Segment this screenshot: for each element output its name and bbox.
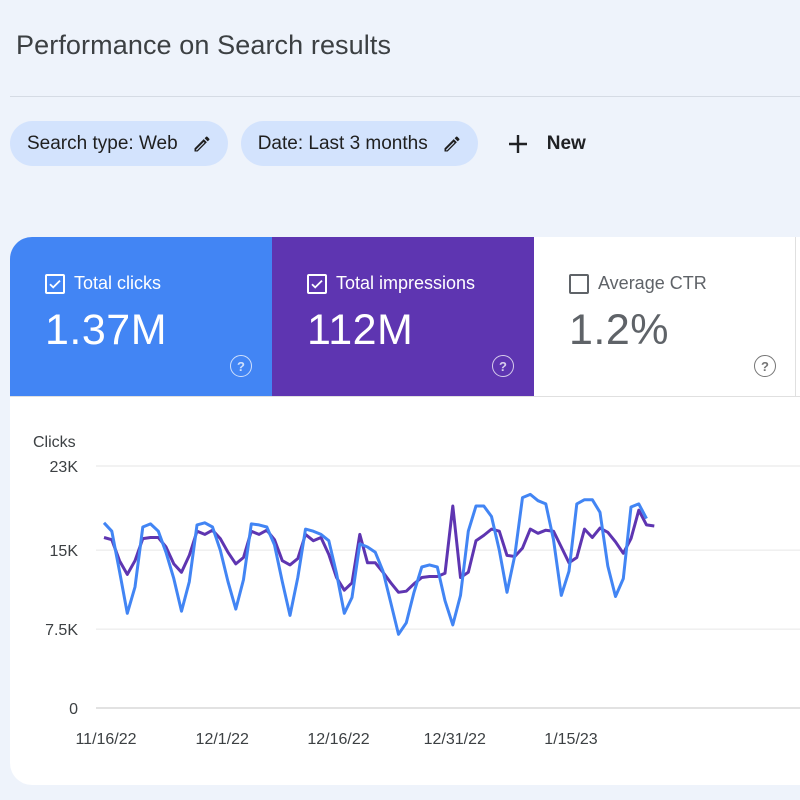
x-tick-label: 12/16/22 — [307, 731, 369, 748]
x-tick-label: 12/31/22 — [424, 731, 486, 748]
y-tick-label: 0 — [69, 701, 78, 718]
metric-value: 1.2% — [569, 306, 670, 354]
help-icon[interactable]: ? — [492, 355, 514, 377]
new-filter-button[interactable]: New — [507, 133, 586, 155]
metric-label: Average CTR — [598, 273, 707, 293]
y-tick-label: 23K — [50, 459, 79, 476]
date-filter-label: Date: Last 3 months — [257, 132, 428, 154]
clicks-series-line — [102, 492, 648, 636]
search-type-filter-label: Search type: Web — [27, 132, 178, 154]
y-tick-label: 7.5K — [45, 622, 78, 639]
checkbox-checked-icon[interactable] — [307, 273, 327, 294]
metric-average-ctr[interactable]: Average CTR 1.2% ? — [534, 237, 796, 396]
pencil-icon[interactable] — [192, 134, 212, 154]
filter-bar: Search type: Web Date: Last 3 months New — [10, 121, 586, 166]
metric-total-clicks[interactable]: Total clicks 1.37M ? — [10, 237, 272, 396]
checkbox-checked-icon[interactable] — [45, 273, 65, 294]
metric-value: 1.37M — [45, 306, 168, 354]
help-icon[interactable]: ? — [754, 355, 776, 377]
title-divider — [10, 96, 800, 97]
new-filter-label: New — [546, 132, 586, 154]
metric-label: Total clicks — [74, 273, 162, 293]
clicks-chart: Clicks 23K 15K 7.5K 0 11/16/22 12/1/22 12/16/… — [10, 397, 800, 785]
pencil-icon[interactable] — [442, 134, 462, 154]
metric-label: Total impressions — [336, 273, 476, 293]
x-tick-label: 11/16/22 — [75, 731, 136, 748]
page-title: Performance on Search results — [16, 30, 392, 60]
performance-card: Total clicks 1.37M ? Total impressions 1… — [10, 237, 800, 785]
y-tick-label: 15K — [50, 543, 79, 560]
metric-tabs: Total clicks 1.37M ? Total impressions 1… — [10, 237, 800, 397]
checkbox-unchecked-icon[interactable] — [569, 273, 589, 294]
x-tick-label: 12/1/22 — [196, 731, 249, 748]
date-filter-chip[interactable]: Date: Last 3 months — [240, 121, 478, 166]
x-tick-label: 1/15/23 — [544, 731, 597, 748]
y-axis-label: Clicks — [33, 434, 76, 451]
metric-value: 112M — [307, 306, 414, 354]
search-type-filter-chip[interactable]: Search type: Web — [10, 121, 228, 166]
metric-total-impressions[interactable]: Total impressions 112M ? — [272, 237, 534, 396]
plus-icon — [507, 133, 529, 155]
help-icon[interactable]: ? — [230, 355, 252, 377]
chart-svg: Clicks 23K 15K 7.5K 0 11/16/22 12/1/22 12/16/… — [33, 434, 800, 748]
